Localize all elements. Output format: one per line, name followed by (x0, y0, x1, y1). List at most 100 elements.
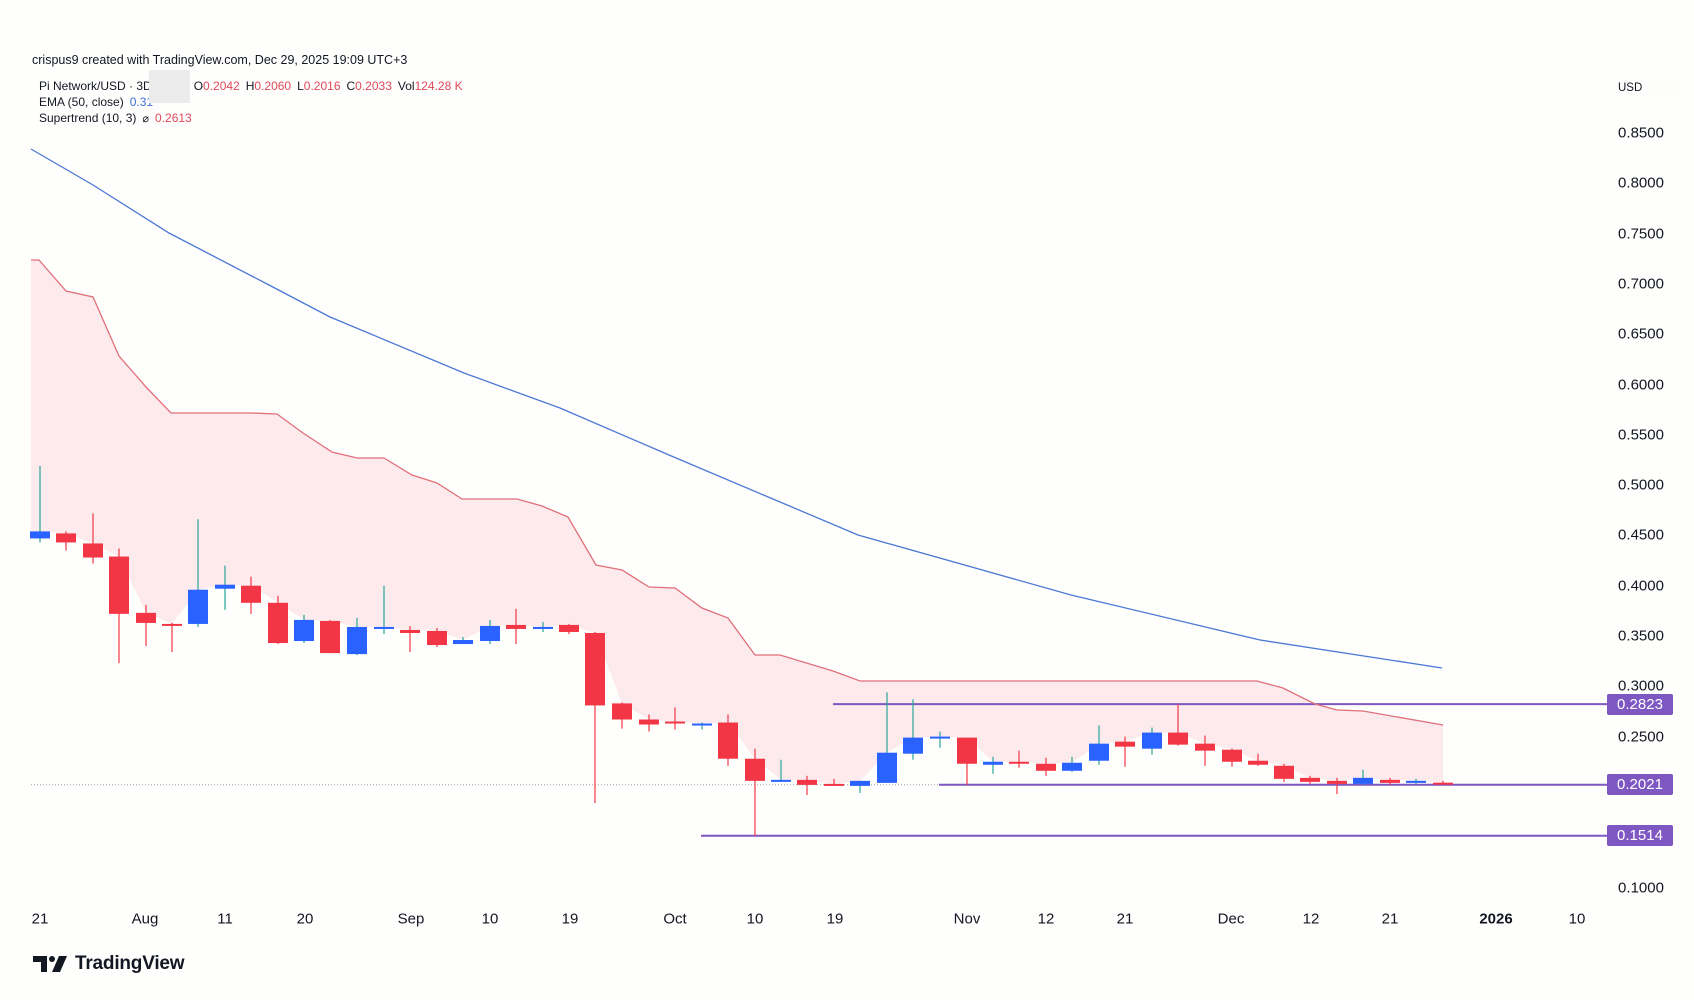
candle (1036, 757, 1056, 776)
candle (771, 759, 791, 782)
supertrend-fill-area (31, 260, 1443, 784)
candle (612, 702, 632, 729)
time-tick-label: 19 (826, 910, 844, 928)
candle (797, 775, 817, 795)
candle (745, 748, 765, 837)
price-tick-label: 0.4500 (1618, 526, 1664, 544)
time-tick-label: 20 (296, 910, 314, 928)
candle (30, 465, 50, 543)
candlesticks (30, 465, 1453, 837)
candle (957, 737, 977, 785)
candle (824, 778, 844, 786)
price-tick-label: 0.5500 (1618, 426, 1664, 444)
currency-label[interactable]: USD (1614, 78, 1680, 98)
candle (1300, 775, 1320, 784)
time-tick-label: 12 (1037, 910, 1055, 928)
legend-low-label: L (297, 79, 304, 93)
time-tick-label: 10 (746, 910, 764, 928)
legend-ema-row[interactable]: EMA (50, close) 0.31 (39, 94, 463, 110)
time-tick-label: Aug (131, 910, 159, 928)
candle (320, 619, 340, 654)
candle (506, 608, 526, 645)
candle (1195, 735, 1215, 766)
legend-ema-value: 0.31 (129, 95, 154, 109)
candle (400, 625, 420, 653)
price-tick-label: 0.3500 (1618, 627, 1664, 645)
candle (877, 692, 897, 783)
time-tick-label: 21 (1116, 910, 1134, 928)
price-tick-label: 0.2500 (1618, 728, 1664, 746)
candle (850, 780, 870, 793)
candle (294, 614, 314, 644)
tradingview-logo-icon (33, 956, 67, 972)
candle (665, 707, 685, 730)
candle (1168, 704, 1188, 746)
legend-supertrend-row[interactable]: Supertrend (10, 3) ⌀ 0.2613 (39, 110, 463, 126)
price-tick-label: 0.4000 (1618, 577, 1664, 595)
candle (347, 617, 367, 656)
time-tick-label: Dec (1217, 910, 1245, 928)
price-tick-label: 0.6000 (1618, 376, 1664, 393)
legend-low-value: 0.2016 (303, 79, 341, 93)
price-level-tag[interactable]: 0.2021 (1607, 774, 1673, 796)
candle (56, 531, 76, 551)
time-tick-label: 21 (1381, 910, 1399, 928)
tradingview-logo-text: TradingView (75, 953, 185, 974)
candle (83, 513, 103, 564)
horizontal-levels (31, 703, 1607, 837)
candle (983, 756, 1003, 774)
candle (1380, 777, 1400, 785)
time-tick-label: 11 (217, 910, 233, 928)
candle (718, 714, 738, 766)
candle (1327, 777, 1347, 794)
price-tick-label: 0.1000 (1618, 879, 1664, 896)
candle (1433, 780, 1453, 786)
time-tick-label: Oct (663, 910, 687, 928)
ema-line (30, 148, 1443, 669)
legend-open-label: O (193, 79, 204, 93)
candle (1222, 748, 1242, 767)
chart-legend: Pi Network/USD · 3D O0.2042 H0.2060 L0.2016… (39, 78, 463, 126)
candle (109, 548, 129, 664)
hidden-eye-icon[interactable]: ⌀ (142, 113, 150, 125)
candle (1062, 756, 1082, 772)
legend-symbol-row[interactable]: Pi Network/USD · 3D O0.2042 H0.2060 L0.2016… (39, 78, 463, 94)
candle (533, 621, 553, 632)
time-tick-label: 10 (1568, 910, 1586, 928)
candle (136, 604, 156, 647)
redaction-box (149, 70, 190, 103)
legend-symbol: Pi Network/USD · 3D (39, 79, 152, 93)
legend-supertrend-label: Supertrend (10, 3) (39, 111, 137, 125)
legend-volume-value: 124.28 K (414, 79, 463, 93)
price-tick-label: 0.8500 (1618, 124, 1664, 142)
candle (268, 595, 288, 645)
time-tick-label: 12 (1302, 910, 1320, 928)
price-tick-label: 0.8000 (1618, 174, 1664, 192)
legend-high-value: 0.2060 (254, 79, 292, 93)
ema-50-line (30, 148, 1443, 669)
candle (241, 576, 261, 614)
legend-close-label: C (346, 79, 356, 93)
time-tick-label: Nov (953, 910, 981, 928)
candle (1353, 769, 1373, 785)
price-level-tag[interactable]: 0.2823 (1607, 693, 1673, 715)
candle (692, 722, 712, 730)
tradingview-logo[interactable]: TradingView (33, 952, 185, 976)
legend-open-value: 0.2042 (203, 79, 240, 93)
price-level-tag[interactable]: 0.1514 (1607, 825, 1673, 847)
candle (585, 631, 605, 803)
candle (1009, 750, 1029, 768)
time-tick-label: 21 (31, 910, 49, 928)
candle (215, 565, 235, 610)
candle (639, 714, 659, 732)
legend-volume-label: Vol (397, 79, 415, 93)
candle (1248, 753, 1268, 766)
time-tick-label: Sep (397, 910, 425, 928)
supertrend-10-3-line (31, 259, 1444, 726)
legend-close-value: 0.2033 (355, 79, 392, 93)
candle (559, 623, 579, 634)
candle (162, 622, 182, 653)
price-tick-label: 0.3000 (1618, 677, 1664, 695)
candle (903, 699, 923, 760)
